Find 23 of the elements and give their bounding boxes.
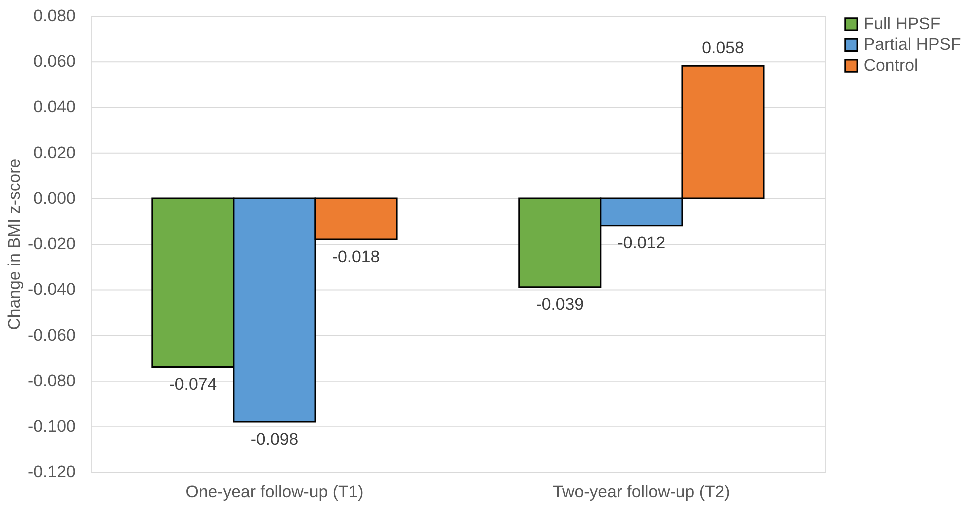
legend-label: Full HPSF <box>864 14 941 34</box>
legend-label: Control <box>864 56 918 76</box>
data-label: -0.074 <box>169 375 218 394</box>
y-tick-label: 0.060 <box>34 52 76 72</box>
data-label: -0.039 <box>536 295 584 314</box>
y-tick-label: 0.000 <box>34 188 76 208</box>
y-tick-label: -0.060 <box>28 326 76 345</box>
data-label: -0.098 <box>250 430 299 449</box>
x-tick-label: One-year follow-up (T1) <box>186 482 364 502</box>
y-tick-label: -0.100 <box>28 417 76 436</box>
y-tick-label: 0.040 <box>34 98 76 117</box>
y-tick-label: -0.080 <box>28 371 76 390</box>
data-label: -0.012 <box>618 234 666 253</box>
data-label: -0.018 <box>332 247 380 266</box>
x-tick-label: Two-year follow-up (T2) <box>553 482 730 502</box>
y-tick-label: -0.040 <box>28 280 76 300</box>
y-tick-label: -0.020 <box>28 234 76 254</box>
y-tick-label: -0.120 <box>28 462 76 482</box>
y-tick-label: 0.020 <box>34 143 76 162</box>
legend-label: Partial HPSF <box>864 35 962 54</box>
y-tick-label: 0.080 <box>34 6 76 26</box>
y-axis-title: Change in BMI z-score <box>5 158 24 330</box>
data-label: 0.058 <box>702 38 744 58</box>
